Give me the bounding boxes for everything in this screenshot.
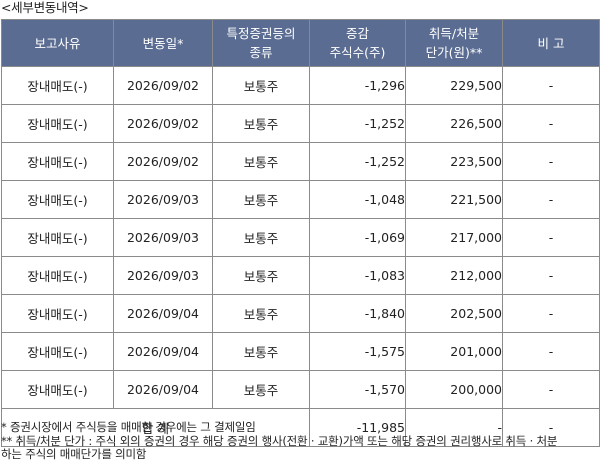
table-row: 장내매도(-) 2026/09/04 보통주 -1,570 200,000 - xyxy=(1,370,600,409)
table-row: 장내매도(-) 2026/09/02 보통주 -1,296 229,500 - xyxy=(1,66,600,105)
table-row: 장내매도(-) 2026/09/03 보통주 -1,083 212,000 - xyxy=(1,256,600,295)
cell-price: 217,000 xyxy=(405,218,503,257)
cell-note: - xyxy=(502,370,600,409)
cell-date: 2026/09/04 xyxy=(113,294,213,333)
cell-change: -1,083 xyxy=(309,256,406,295)
cell-type: 보통주 xyxy=(212,142,310,181)
column-header-report-reason: 보고사유 xyxy=(1,19,114,67)
table-row: 장내매도(-) 2026/09/03 보통주 -1,069 217,000 - xyxy=(1,218,600,257)
cell-change: -1,840 xyxy=(309,294,406,333)
cell-price: 221,500 xyxy=(405,180,503,219)
cell-reason: 장내매도(-) xyxy=(1,104,114,143)
section-title: <세부변동내역> xyxy=(1,0,89,15)
cell-note: - xyxy=(502,104,600,143)
cell-note: - xyxy=(502,294,600,333)
table-row: 장내매도(-) 2026/09/02 보통주 -1,252 223,500 - xyxy=(1,142,600,181)
cell-type: 보통주 xyxy=(212,66,310,105)
footnote-unit-price-continued: 하는 주식의 매매단가를 의미함 xyxy=(1,447,147,461)
total-label: 합 계 xyxy=(1,408,310,447)
cell-date: 2026/09/03 xyxy=(113,218,213,257)
table-row: 장내매도(-) 2026/09/03 보통주 -1,048 221,500 - xyxy=(1,180,600,219)
column-header-label: 취득/처분 단가(원)** xyxy=(425,26,483,60)
cell-change: -1,575 xyxy=(309,332,406,371)
cell-type: 보통주 xyxy=(212,218,310,257)
total-row: 합 계 -11,985 - - xyxy=(1,408,600,447)
cell-change: -1,296 xyxy=(309,66,406,105)
cell-type: 보통주 xyxy=(212,332,310,371)
cell-date: 2026/09/02 xyxy=(113,66,213,105)
table-header: 보고사유 변동일* 특정증권등의 종류 증감 주식수(주) 취득/처분 단가(원)**… xyxy=(1,19,600,67)
cell-change: -1,252 xyxy=(309,104,406,143)
header-row: 보고사유 변동일* 특정증권등의 종류 증감 주식수(주) 취득/처분 단가(원)**… xyxy=(1,19,600,67)
table-body: 장내매도(-) 2026/09/02 보통주 -1,296 229,500 - … xyxy=(1,66,600,409)
cell-type: 보통주 xyxy=(212,256,310,295)
cell-price: 226,500 xyxy=(405,104,503,143)
cell-date: 2026/09/03 xyxy=(113,256,213,295)
column-header-label: 비 고 xyxy=(537,35,565,51)
column-header-change-date: 변동일* xyxy=(113,19,213,67)
table-row: 장내매도(-) 2026/09/04 보통주 -1,575 201,000 - xyxy=(1,332,600,371)
footnotes: * 증권시장에서 주식등을 매매한 경우에는 그 결제일임 ** 취득/처분 단… xyxy=(1,420,601,462)
cell-note: - xyxy=(502,332,600,371)
cell-reason: 장내매도(-) xyxy=(1,218,114,257)
cell-price: 229,500 xyxy=(405,66,503,105)
cell-price: 212,000 xyxy=(405,256,503,295)
total-price: - xyxy=(405,408,503,447)
column-header-remarks: 비 고 xyxy=(502,19,600,67)
cell-price: 201,000 xyxy=(405,332,503,371)
cell-change: -1,069 xyxy=(309,218,406,257)
cell-reason: 장내매도(-) xyxy=(1,332,114,371)
column-header-security-type: 특정증권등의 종류 xyxy=(212,19,310,67)
table-footer: 합 계 -11,985 - - xyxy=(1,408,600,447)
cell-note: - xyxy=(502,142,600,181)
cell-reason: 장내매도(-) xyxy=(1,256,114,295)
cell-type: 보통주 xyxy=(212,294,310,333)
cell-note: - xyxy=(502,66,600,105)
cell-price: 202,500 xyxy=(405,294,503,333)
cell-reason: 장내매도(-) xyxy=(1,370,114,409)
cell-date: 2026/09/04 xyxy=(113,332,213,371)
cell-change: -1,570 xyxy=(309,370,406,409)
cell-reason: 장내매도(-) xyxy=(1,294,114,333)
footnote-settlement-date: * 증권시장에서 주식등을 매매한 경우에는 그 결제일임 xyxy=(1,420,256,434)
cell-reason: 장내매도(-) xyxy=(1,180,114,219)
cell-change: -1,252 xyxy=(309,142,406,181)
cell-reason: 장내매도(-) xyxy=(1,66,114,105)
cell-type: 보통주 xyxy=(212,180,310,219)
cell-date: 2026/09/03 xyxy=(113,180,213,219)
cell-date: 2026/09/02 xyxy=(113,104,213,143)
cell-reason: 장내매도(-) xyxy=(1,142,114,181)
cell-note: - xyxy=(502,256,600,295)
cell-note: - xyxy=(502,218,600,257)
column-header-label: 증감 주식수(주) xyxy=(329,26,386,60)
cell-date: 2026/09/02 xyxy=(113,142,213,181)
column-header-label: 보고사유 xyxy=(34,35,81,51)
cell-type: 보통주 xyxy=(212,370,310,409)
column-header-label: 변동일* xyxy=(142,35,184,51)
cell-note: - xyxy=(502,180,600,219)
column-header-share-change: 증감 주식수(주) xyxy=(309,19,406,67)
column-header-label: 특정증권등의 종류 xyxy=(226,26,296,60)
table-row: 장내매도(-) 2026/09/02 보통주 -1,252 226,500 - xyxy=(1,104,600,143)
table-row: 장내매도(-) 2026/09/04 보통주 -1,840 202,500 - xyxy=(1,294,600,333)
footnote-unit-price: ** 취득/처분 단가 : 주식 외의 증권의 경우 해당 증권의 행사(전환 … xyxy=(1,433,558,448)
cell-change: -1,048 xyxy=(309,180,406,219)
column-header-unit-price: 취득/처분 단가(원)** xyxy=(405,19,503,67)
cell-type: 보통주 xyxy=(212,104,310,143)
transaction-detail-table: 보고사유 변동일* 특정증권등의 종류 증감 주식수(주) 취득/처분 단가(원)**… xyxy=(1,19,600,447)
cell-date: 2026/09/04 xyxy=(113,370,213,409)
cell-price: 223,500 xyxy=(405,142,503,181)
cell-price: 200,000 xyxy=(405,370,503,409)
total-note: - xyxy=(502,408,600,447)
